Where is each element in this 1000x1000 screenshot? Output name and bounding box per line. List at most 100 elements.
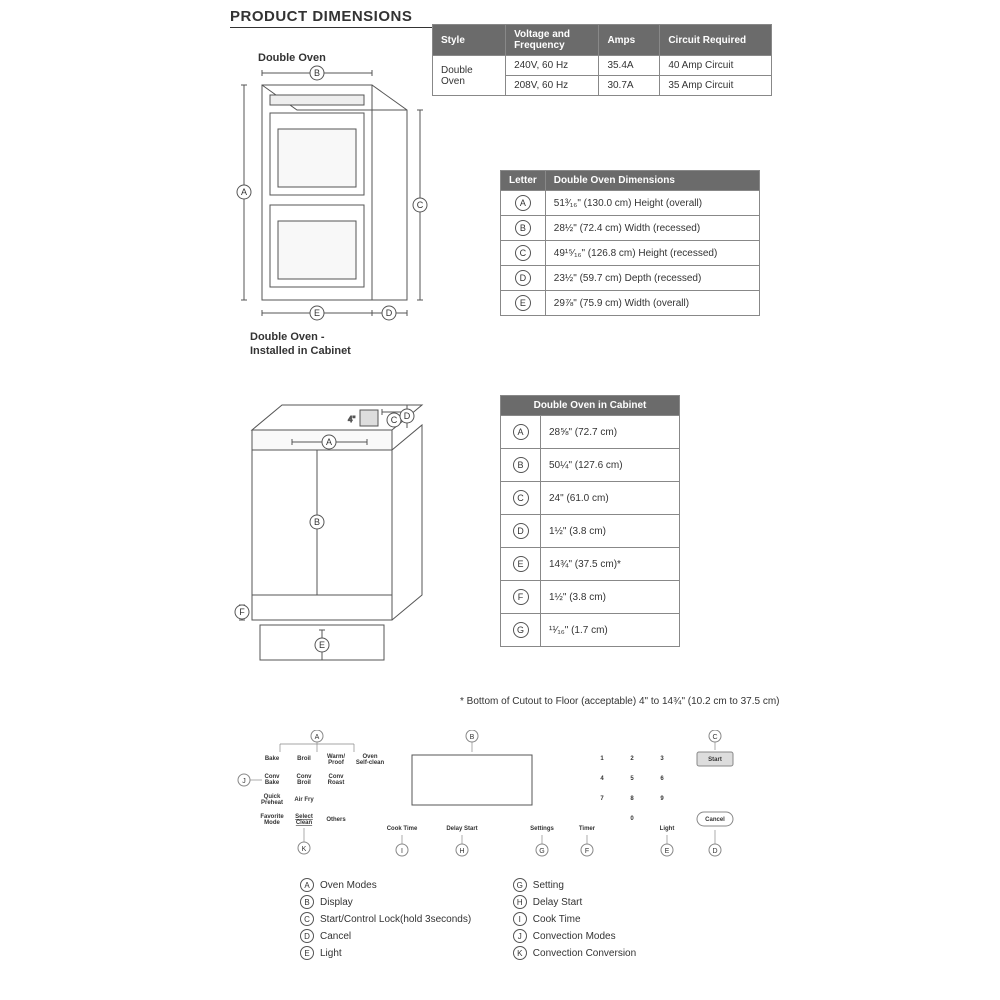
svg-text:A: A xyxy=(326,437,332,447)
svg-text:Light: Light xyxy=(660,826,675,832)
legend-text: Oven Modes xyxy=(320,880,377,891)
svg-text:C: C xyxy=(712,734,717,741)
cell: 49¹⁵⁄₁₆" (126.8 cm) Height (recessed) xyxy=(545,241,759,266)
oven-diagram: A B C D E xyxy=(232,65,432,325)
svg-text:Roast: Roast xyxy=(328,780,345,786)
cell: 1½" (3.8 cm) xyxy=(541,515,680,548)
svg-text:5: 5 xyxy=(630,776,634,782)
svg-text:Mode: Mode xyxy=(264,820,280,826)
cell: G xyxy=(501,614,541,647)
cell: D xyxy=(501,515,541,548)
fig2-label: Double Oven -Installed in Cabinet xyxy=(250,330,351,359)
svg-text:H: H xyxy=(459,848,464,855)
svg-text:B: B xyxy=(470,734,475,741)
svg-text:A: A xyxy=(241,187,247,197)
footnote: * Bottom of Cutout to Floor (acceptable)… xyxy=(460,696,779,707)
svg-text:Start: Start xyxy=(708,757,722,763)
svg-text:C: C xyxy=(417,200,424,210)
col-circuit: Circuit Required xyxy=(660,25,772,56)
svg-text:G: G xyxy=(539,848,544,855)
svg-text:3: 3 xyxy=(660,756,664,762)
svg-text:Air Fry: Air Fry xyxy=(294,797,314,803)
svg-text:1: 1 xyxy=(600,756,604,762)
svg-text:Bake: Bake xyxy=(265,780,280,786)
svg-text:Timer: Timer xyxy=(579,826,596,832)
control-panel-diagram: BakeBroilWarm/ProofOvenSelf-clean ConvBa… xyxy=(232,730,772,860)
cabinet-table: Double Oven in Cabinet A28⅝" (72.7 cm) B… xyxy=(500,395,680,647)
legend-text: Delay Start xyxy=(533,897,582,908)
cell: 28⅝" (72.7 cm) xyxy=(541,416,680,449)
cell: C xyxy=(501,482,541,515)
svg-text:C: C xyxy=(391,415,398,425)
legend-text: Convection Conversion xyxy=(533,948,636,959)
spec-table: Style Voltage and Frequency Amps Circuit… xyxy=(432,24,772,96)
cell: 35 Amp Circuit xyxy=(660,76,772,96)
svg-text:Others: Others xyxy=(326,817,346,823)
fig1-label: Double Oven xyxy=(258,52,326,64)
svg-text:D: D xyxy=(712,848,717,855)
svg-text:E: E xyxy=(319,640,325,650)
cell: 51³⁄₁₆" (130.0 cm) Height (overall) xyxy=(545,191,759,216)
cell: 23½" (59.7 cm) Depth (recessed) xyxy=(545,266,759,291)
svg-text:9: 9 xyxy=(660,796,664,802)
cell: B xyxy=(501,216,546,241)
col-letter: Letter xyxy=(501,171,546,191)
col-voltage: Voltage and Frequency xyxy=(506,25,599,56)
svg-text:8: 8 xyxy=(630,796,634,802)
legend-text: Cook Time xyxy=(533,914,581,925)
svg-text:E: E xyxy=(665,848,670,855)
svg-text:Proof: Proof xyxy=(328,760,345,766)
legend-text: Convection Modes xyxy=(533,931,616,942)
cell: 240V, 60 Hz xyxy=(506,56,599,76)
svg-text:Broil: Broil xyxy=(297,756,311,762)
svg-text:B: B xyxy=(314,68,320,78)
cell: 40 Amp Circuit xyxy=(660,56,772,76)
svg-text:Preheat: Preheat xyxy=(261,800,283,806)
col-style: Style xyxy=(433,25,506,56)
svg-text:E: E xyxy=(314,308,320,318)
svg-text:D: D xyxy=(404,411,411,421)
cabinet-diagram: 4" A B C D E F xyxy=(232,380,442,670)
svg-text:4: 4 xyxy=(600,776,604,782)
dimensions-table: Letter Double Oven Dimensions A51³⁄₁₆" (… xyxy=(500,170,760,316)
svg-text:0: 0 xyxy=(630,816,634,822)
col-dim: Double Oven Dimensions xyxy=(545,171,759,191)
svg-text:4": 4" xyxy=(348,415,355,424)
cell: 50¼" (127.6 cm) xyxy=(541,449,680,482)
svg-text:6: 6 xyxy=(660,776,664,782)
svg-text:B: B xyxy=(314,517,320,527)
svg-text:Cancel: Cancel xyxy=(705,817,725,823)
cell: B xyxy=(501,449,541,482)
svg-text:2: 2 xyxy=(630,756,634,762)
svg-text:F: F xyxy=(239,607,245,617)
svg-text:Broil: Broil xyxy=(297,780,311,786)
cell: 14¾" (37.5 cm)* xyxy=(541,548,680,581)
cell: E xyxy=(501,291,546,316)
svg-text:K: K xyxy=(302,846,307,853)
cell: 1½" (3.8 cm) xyxy=(541,581,680,614)
svg-text:A: A xyxy=(315,734,320,741)
header: Double Oven in Cabinet xyxy=(501,396,680,416)
legend-text: Display xyxy=(320,897,353,908)
cell: 28½" (72.4 cm) Width (recessed) xyxy=(545,216,759,241)
cell: 30.7A xyxy=(599,76,660,96)
svg-text:J: J xyxy=(242,778,246,785)
svg-text:D: D xyxy=(386,308,393,318)
panel-legend: AOven Modes BDisplay CStart/Control Lock… xyxy=(300,875,740,963)
svg-text:Clean: Clean xyxy=(296,820,313,826)
cell: C xyxy=(501,241,546,266)
svg-text:Settings: Settings xyxy=(530,826,554,832)
svg-text:F: F xyxy=(585,848,589,855)
cell: A xyxy=(501,416,541,449)
svg-text:Self-clean: Self-clean xyxy=(356,760,385,766)
svg-text:7: 7 xyxy=(600,796,604,802)
legend-text: Cancel xyxy=(320,931,351,942)
cell: 29⅞" (75.9 cm) Width (overall) xyxy=(545,291,759,316)
cell: F xyxy=(501,581,541,614)
cell: 24" (61.0 cm) xyxy=(541,482,680,515)
svg-text:Delay Start: Delay Start xyxy=(446,826,477,832)
svg-text:I: I xyxy=(401,848,403,855)
cell: 208V, 60 Hz xyxy=(506,76,599,96)
legend-text: Light xyxy=(320,948,342,959)
svg-text:Cook Time: Cook Time xyxy=(387,826,418,832)
